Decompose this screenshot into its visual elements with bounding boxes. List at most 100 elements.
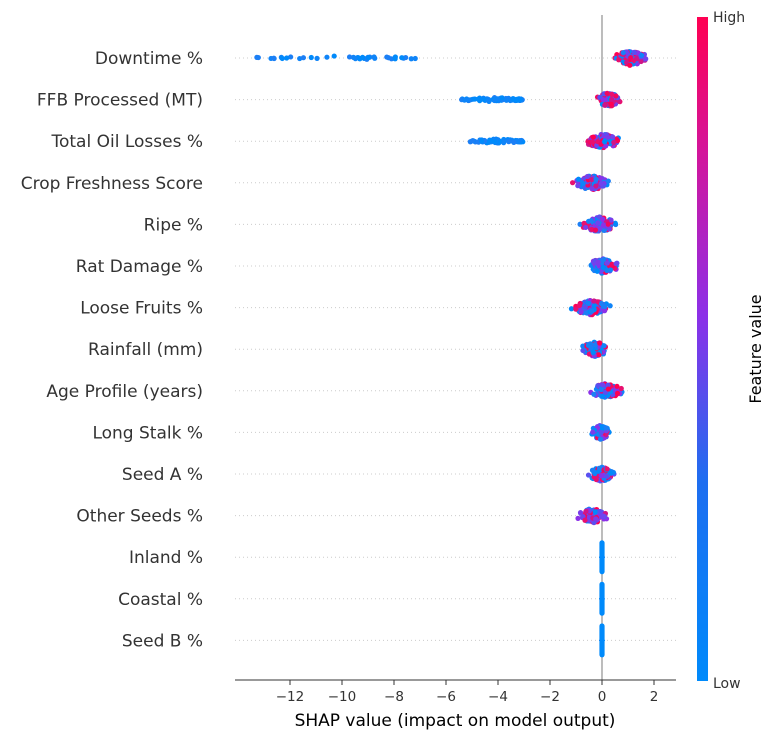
shap-point xyxy=(580,343,586,349)
shap-point xyxy=(288,54,294,60)
x-tick-label: −2 xyxy=(540,689,560,705)
shap-point xyxy=(511,139,517,145)
feature-label: Seed B % xyxy=(122,631,203,651)
feature-label: Coastal % xyxy=(118,590,203,610)
feature-label: Age Profile (years) xyxy=(46,382,203,402)
x-tick-label: 0 xyxy=(598,689,607,705)
x-tick-label: −10 xyxy=(328,689,357,705)
shap-point xyxy=(469,138,476,144)
x-tick-label: −8 xyxy=(384,689,404,705)
shap-point xyxy=(591,302,598,309)
shap-point xyxy=(284,55,290,61)
shap-point xyxy=(403,54,409,61)
shap-point xyxy=(588,217,594,224)
shap-point xyxy=(585,472,592,478)
shap-point xyxy=(614,390,621,396)
shap-point xyxy=(576,302,582,309)
x-axis-ticks: −12 −10 −8 −6 −4 −2 0 2 xyxy=(276,680,659,705)
shap-point xyxy=(602,102,608,108)
shap-point xyxy=(605,134,611,140)
shap-point xyxy=(583,508,589,514)
x-tick-label: −4 xyxy=(488,689,508,705)
shap-point xyxy=(594,268,600,274)
shap-point xyxy=(592,341,598,348)
shap-point xyxy=(608,96,615,103)
shap-point xyxy=(607,303,613,309)
feature-label: Downtime % xyxy=(95,49,203,69)
shap-point xyxy=(603,425,609,431)
shap-point xyxy=(597,508,603,515)
shap-point xyxy=(573,306,579,312)
shap-point xyxy=(605,221,611,227)
shap-point xyxy=(610,134,616,140)
shap-point xyxy=(331,53,337,59)
shap-point xyxy=(581,220,587,226)
shap-point xyxy=(600,513,606,519)
shap-point xyxy=(279,55,285,62)
shap-point xyxy=(580,181,586,187)
shap-point xyxy=(399,55,405,61)
shap-point xyxy=(598,181,604,187)
shap-point xyxy=(618,385,624,392)
shap-point xyxy=(408,56,414,62)
shap-point xyxy=(602,308,608,314)
shap-point xyxy=(600,264,606,270)
feature-label: Long Stalk % xyxy=(92,423,203,443)
shap-point xyxy=(584,173,591,180)
colorbar-title: Feature value xyxy=(746,294,765,403)
shap-point xyxy=(575,176,582,182)
shap-point xyxy=(598,429,604,436)
shap-point xyxy=(616,57,622,63)
feature-label: Seed A % xyxy=(122,465,203,485)
shap-point xyxy=(255,54,261,61)
shap-point xyxy=(604,260,610,266)
shap-point xyxy=(631,49,637,55)
shap-point xyxy=(590,349,596,356)
shap-point xyxy=(604,90,610,96)
shap-point xyxy=(481,96,487,103)
shap-point xyxy=(590,429,596,435)
shap-point xyxy=(499,95,505,101)
shap-point xyxy=(591,391,597,397)
shap-point xyxy=(503,97,510,103)
x-tick-label: 2 xyxy=(650,689,659,705)
shap-point xyxy=(608,101,614,107)
shap-point xyxy=(517,96,523,102)
shap-point xyxy=(585,300,592,306)
shap-point xyxy=(597,225,603,231)
shap-point xyxy=(608,217,614,223)
shap-point xyxy=(604,473,610,479)
shap-point xyxy=(506,138,512,144)
shap-point xyxy=(614,383,620,389)
shap-point xyxy=(600,393,606,399)
colorbar-low-label: Low xyxy=(713,676,741,692)
shap-point xyxy=(589,177,595,183)
shap-point xyxy=(582,304,588,310)
shap-point xyxy=(597,340,603,346)
shap-point xyxy=(592,227,599,233)
shap-point xyxy=(324,54,330,60)
shap-point xyxy=(392,56,398,62)
shap-point xyxy=(589,139,596,145)
shap-point xyxy=(607,267,614,273)
shap-point xyxy=(604,466,610,472)
shap-point xyxy=(365,54,372,61)
shap-point xyxy=(643,56,649,62)
shap-point xyxy=(300,55,307,61)
feature-label: Other Seeds % xyxy=(76,507,203,527)
shap-point xyxy=(600,97,606,103)
shap-point xyxy=(492,138,498,145)
shap-point xyxy=(605,178,611,184)
shap-point xyxy=(586,351,592,357)
shap-point xyxy=(308,54,314,61)
shap-point xyxy=(487,137,493,143)
shap-point xyxy=(598,386,604,393)
shap-point xyxy=(601,343,607,349)
shap-point xyxy=(569,180,576,186)
shap-point xyxy=(502,137,508,143)
shap-point-stack xyxy=(599,623,605,658)
shap-point xyxy=(582,517,588,523)
shap-point xyxy=(588,344,594,350)
shap-point xyxy=(602,139,608,145)
shap-point xyxy=(598,141,604,147)
